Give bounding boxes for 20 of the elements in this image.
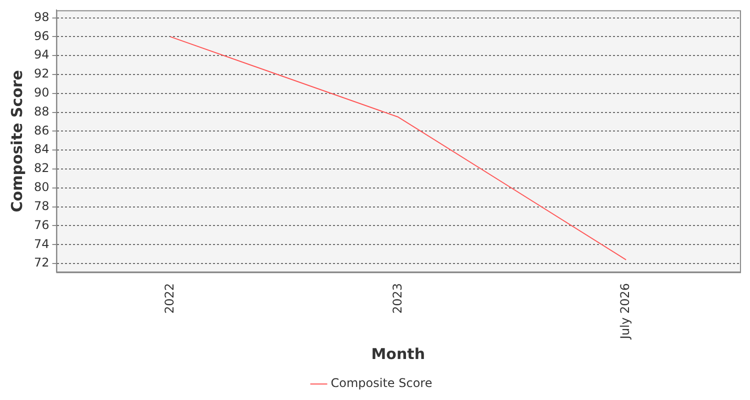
x-axis-title: Month bbox=[371, 344, 426, 363]
y-tick-label: 78 bbox=[34, 198, 50, 213]
y-tick-label: 74 bbox=[34, 236, 50, 251]
y-tick-label: 96 bbox=[34, 28, 50, 43]
y-tick-label: 86 bbox=[34, 123, 50, 138]
y-tick-label: 84 bbox=[34, 142, 50, 156]
x-tick-label: July 2026 bbox=[618, 283, 632, 340]
y-tick-label: 80 bbox=[34, 180, 50, 194]
y-tick-label: 82 bbox=[34, 161, 50, 176]
y-axis-title: Composite Score bbox=[8, 70, 26, 212]
y-tick-label: 88 bbox=[34, 104, 50, 118]
y-tick-label: 94 bbox=[34, 48, 50, 62]
y-tick-label: 72 bbox=[34, 256, 50, 270]
legend-label: Composite Score bbox=[330, 376, 432, 390]
y-tick-label: 76 bbox=[34, 218, 50, 232]
y-tick-label: 92 bbox=[34, 66, 50, 81]
x-tick-label: 2023 bbox=[390, 283, 404, 314]
x-tick-label: 2022 bbox=[162, 283, 176, 314]
y-tick-label: 98 bbox=[34, 10, 50, 24]
y-tick-label: 90 bbox=[34, 86, 50, 100]
